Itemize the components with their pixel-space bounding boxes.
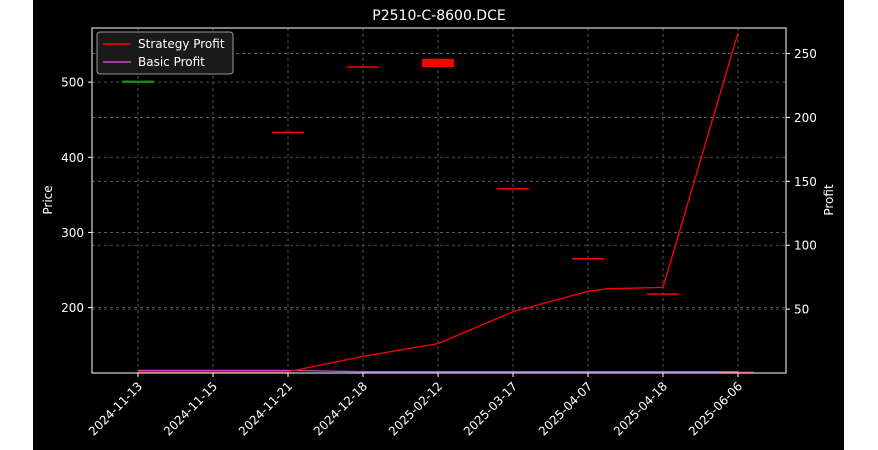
- candle: [122, 80, 154, 83]
- left-axis: 200 300 400 500: [61, 76, 92, 315]
- candle: [347, 66, 379, 68]
- left-tick-label: 500: [61, 76, 84, 90]
- right-tick-label: 50: [794, 303, 809, 317]
- plot-area: [92, 28, 786, 373]
- chart-title: P2510-C-8600.DCE: [372, 8, 505, 24]
- left-tick-label: 300: [61, 226, 84, 240]
- left-tick-label: 200: [61, 301, 84, 315]
- legend-label-strategy-profit: Strategy Profit: [138, 37, 225, 51]
- series-line: [138, 32, 739, 373]
- legend-label-basic-profit: Basic Profit: [138, 55, 205, 69]
- left-axis-label: Price: [41, 185, 55, 214]
- legend: Strategy Profit Basic Profit: [96, 31, 234, 75]
- candle: [497, 188, 529, 190]
- candle: [647, 293, 679, 295]
- series-line: [138, 369, 738, 373]
- right-tick-label: 100: [794, 239, 817, 253]
- candle: [572, 258, 604, 260]
- legend-box: [96, 31, 234, 75]
- left-tick-label: 400: [61, 151, 84, 165]
- right-tick-label: 150: [794, 175, 817, 189]
- right-tick-label: 200: [794, 111, 817, 125]
- right-tick-label: 250: [794, 47, 817, 61]
- profit-lines: [138, 32, 739, 373]
- candle: [272, 131, 304, 134]
- right-axis: 50 100 150 200 250: [786, 47, 817, 317]
- plot-frame: [91, 27, 787, 374]
- candle: [422, 58, 454, 68]
- right-axis-label: Profit: [822, 184, 836, 216]
